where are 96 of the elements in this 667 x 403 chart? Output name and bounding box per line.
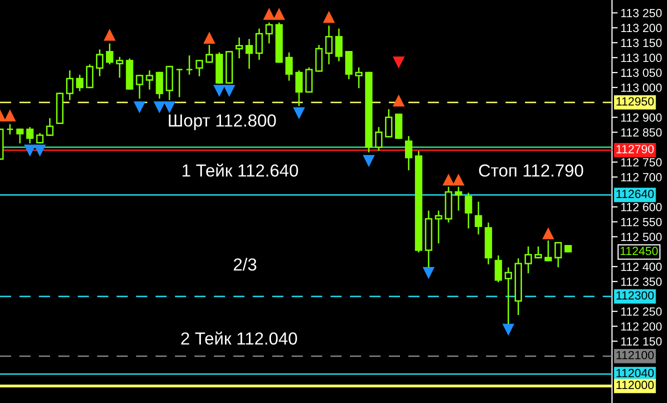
candlestick bbox=[544, 240, 552, 262]
y-tick-label: 112 850 bbox=[621, 128, 662, 137]
point bbox=[452, 174, 464, 186]
y-tick-label: 112 350 bbox=[621, 278, 662, 286]
point bbox=[293, 107, 305, 118]
point bbox=[442, 174, 454, 186]
ref-line-label: 112790 bbox=[616, 144, 654, 154]
candlestick bbox=[166, 66, 174, 100]
y-tick-label: 112 550 bbox=[621, 218, 662, 226]
candlestick bbox=[524, 246, 532, 274]
candlestick bbox=[454, 186, 462, 211]
point bbox=[154, 101, 166, 112]
y-tick-label: 112 200 bbox=[621, 322, 662, 331]
ref-line-label: 112100 bbox=[616, 350, 654, 360]
candlestick bbox=[474, 202, 482, 234]
y-tick-label: 112 500 bbox=[621, 232, 662, 242]
point bbox=[264, 8, 275, 20]
y-tick-label: 113 250 bbox=[621, 8, 662, 18]
candlestick bbox=[176, 68, 184, 98]
ref-line-label: 112300 bbox=[616, 291, 654, 300]
candlestick bbox=[285, 52, 293, 81]
point bbox=[274, 8, 285, 20]
y-tick-label: 112 150 bbox=[621, 337, 662, 346]
point bbox=[34, 144, 46, 156]
candlestick bbox=[156, 72, 164, 99]
y-tick-label: 112 750 bbox=[621, 158, 662, 166]
candlestick bbox=[305, 67, 313, 93]
ref-line-label: 112640 bbox=[616, 190, 654, 198]
candlestick bbox=[325, 26, 333, 64]
candlestick bbox=[76, 74, 84, 92]
y-tick-label: 112 600 bbox=[621, 202, 662, 212]
annotation: Шорт 112.800 bbox=[168, 114, 276, 130]
candlestick bbox=[246, 39, 253, 69]
y-tick-label: 112 400 bbox=[621, 262, 662, 271]
ref-line-label: 112950 bbox=[616, 97, 654, 106]
annotation: Стоп 112.790 bbox=[479, 164, 584, 177]
point bbox=[214, 84, 225, 96]
y-tick-label: 113 000 bbox=[621, 84, 662, 92]
candlestick bbox=[355, 67, 363, 88]
candlestick bbox=[46, 118, 54, 136]
candlestick bbox=[236, 38, 243, 58]
candlestick bbox=[186, 55, 194, 75]
y-tick-label: 113 050 bbox=[621, 68, 662, 77]
candlestick bbox=[16, 128, 24, 144]
candlestick bbox=[335, 28, 343, 62]
point bbox=[224, 84, 235, 96]
candlestick bbox=[255, 28, 263, 60]
y-tick-label: 113 150 bbox=[621, 38, 662, 48]
candlestick bbox=[534, 246, 542, 258]
ref-line-label: 112040 bbox=[616, 368, 654, 378]
candlestick bbox=[504, 267, 512, 324]
annotation: 2 Тейк 112.040 bbox=[181, 332, 298, 345]
ref-line-label: 112000 bbox=[616, 380, 654, 390]
point bbox=[134, 101, 146, 112]
y-tick-label: 112 700 bbox=[621, 173, 662, 182]
point bbox=[164, 101, 175, 112]
candlestick bbox=[106, 43, 114, 64]
point bbox=[423, 266, 434, 278]
candlestick bbox=[395, 114, 402, 139]
candlestick bbox=[96, 49, 104, 76]
point bbox=[363, 155, 374, 166]
candlestick bbox=[86, 64, 94, 88]
point bbox=[393, 56, 404, 68]
text: 112450 bbox=[620, 246, 658, 256]
point bbox=[393, 95, 404, 106]
candlestick bbox=[494, 255, 502, 282]
candlestick bbox=[26, 127, 34, 144]
candlestick bbox=[464, 192, 472, 228]
candlestick bbox=[375, 127, 382, 151]
y-tick-label: 112 900 bbox=[621, 113, 662, 122]
point bbox=[4, 110, 16, 122]
annotation: 1 Тейк 112.640 bbox=[182, 164, 298, 177]
candlestick bbox=[434, 210, 442, 244]
annotation: 2/3 bbox=[234, 258, 256, 271]
candlestick bbox=[315, 44, 323, 72]
candlestick bbox=[66, 70, 74, 100]
candlestick bbox=[116, 56, 124, 78]
candlestick bbox=[385, 109, 392, 138]
point bbox=[204, 32, 215, 44]
point bbox=[24, 144, 36, 156]
candlestick bbox=[265, 22, 273, 44]
candlestick bbox=[146, 70, 154, 90]
point bbox=[542, 228, 554, 240]
candlestick bbox=[554, 242, 562, 268]
point bbox=[502, 324, 514, 335]
y-tick-label: 113 200 bbox=[621, 24, 662, 32]
point bbox=[104, 30, 116, 41]
y-tick-label: 112 250 bbox=[621, 307, 662, 316]
candlestick bbox=[136, 74, 144, 99]
candlestick bbox=[295, 70, 303, 106]
candlestick bbox=[345, 50, 353, 80]
point bbox=[323, 12, 334, 23]
candlestick bbox=[206, 44, 213, 63]
candlestick bbox=[196, 60, 204, 76]
y-tick-label: 113 100 bbox=[621, 54, 662, 62]
candlestick bbox=[404, 136, 412, 170]
